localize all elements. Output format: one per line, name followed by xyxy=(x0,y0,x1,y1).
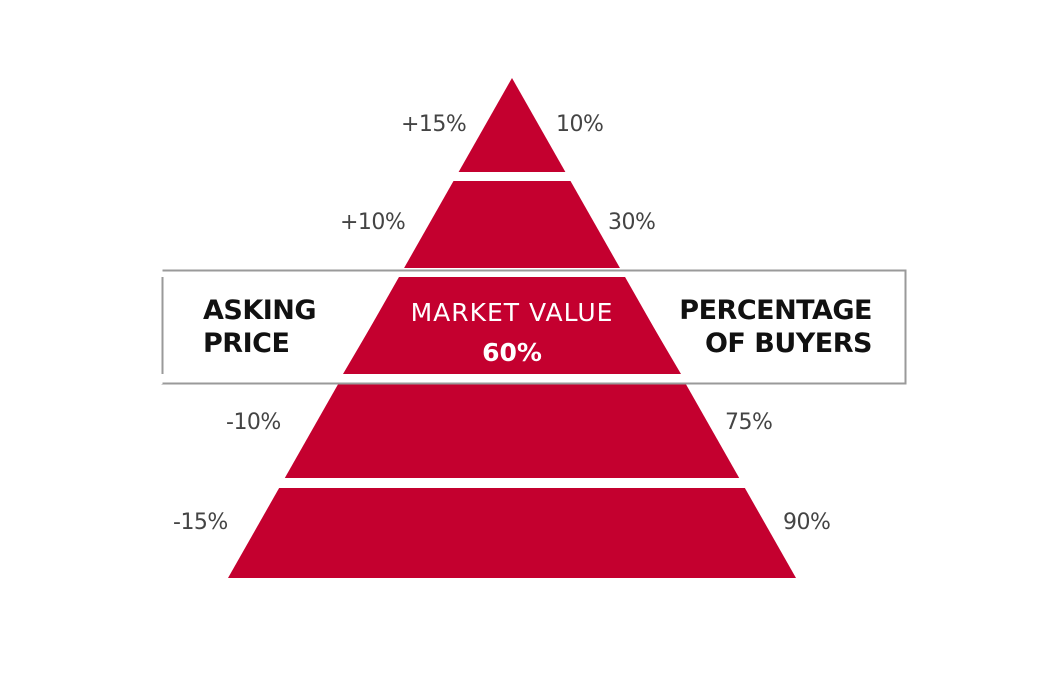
asking-price-header-line-2: PRICE xyxy=(203,328,290,359)
band-divider xyxy=(150,268,890,277)
buyers-level-2: 30% xyxy=(608,210,656,235)
buyers-level-1: 10% xyxy=(556,112,604,137)
buyers-header-line-2: OF BUYERS xyxy=(704,328,873,359)
asking-price-level-3: -10% xyxy=(226,410,281,435)
band-divider xyxy=(150,172,890,181)
asking-price-header: ASKING PRICE xyxy=(203,294,317,360)
buyers-level-3: 75% xyxy=(725,410,773,435)
band-divider xyxy=(150,478,890,488)
asking-price-header-line-1: ASKING xyxy=(203,295,317,326)
buyers-header-line-1: PERCENTAGE xyxy=(679,295,872,326)
asking-price-level-4: -15% xyxy=(173,510,228,535)
asking-price-level-2: +10% xyxy=(340,210,406,235)
band-divider xyxy=(150,374,890,384)
asking-price-level-1: +15% xyxy=(401,112,467,137)
pyramid-band-middle xyxy=(343,277,681,374)
buyers-level-4: 90% xyxy=(783,510,831,535)
percentage-of-buyers-header: PERCENTAGE OF BUYERS xyxy=(674,294,872,360)
market-value-title: MARKET VALUE xyxy=(410,298,614,327)
market-value-percentage: 60% xyxy=(482,338,542,367)
